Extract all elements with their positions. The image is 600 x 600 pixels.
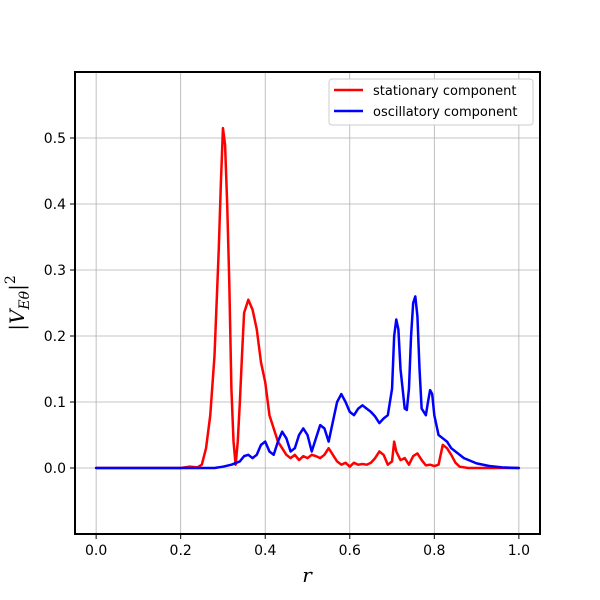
y-axis-label-sup: 2 — [3, 275, 19, 284]
y-tick-label: 0.4 — [44, 197, 66, 213]
x-tick-label: 0.0 — [85, 543, 107, 559]
legend: stationary component oscillatory compone… — [328, 78, 534, 126]
y-tick-label: 0.1 — [44, 395, 66, 411]
x-axis-label: r — [302, 563, 313, 587]
y-tick-label: 0.2 — [44, 329, 66, 345]
ticks: 0.0 0.2 0.4 0.6 0.8 1.0 0.0 0.1 0.2 0.3 0.4 0.5 — [44, 131, 530, 559]
y-axis-label-sub: Eθ — [17, 290, 33, 310]
y-axis-label-main: |V — [5, 307, 30, 331]
plot-frame — [74, 71, 541, 535]
legend-label-oscillatory: oscillatory component — [373, 105, 517, 120]
legend-box — [328, 78, 534, 126]
x-tick-label: 0.4 — [254, 543, 276, 559]
series-layer — [94, 126, 521, 470]
y-tick-label: 0.5 — [44, 131, 66, 147]
x-tick-label: 0.8 — [423, 543, 445, 559]
y-tick-label: 0.0 — [44, 461, 66, 477]
y-tick-label: 0.3 — [44, 263, 66, 279]
y-axis-label: |VEθ|2 — [3, 275, 33, 331]
grid — [75, 72, 540, 534]
x-tick-label: 0.6 — [339, 543, 361, 559]
x-tick-label: 1.0 — [508, 543, 530, 559]
x-tick-label: 0.2 — [170, 543, 192, 559]
series-line-oscillatory — [94, 295, 521, 470]
y-axis-label-tail: | — [5, 284, 30, 291]
series-line-stationary — [94, 126, 521, 470]
legend-label-stationary: stationary component — [373, 84, 516, 99]
